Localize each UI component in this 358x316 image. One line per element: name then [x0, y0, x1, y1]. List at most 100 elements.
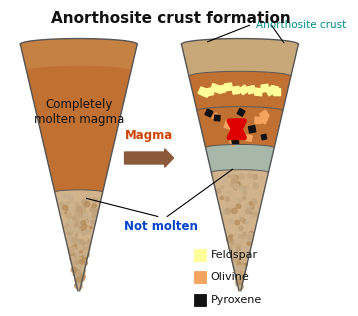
Bar	[194, 294, 206, 306]
Circle shape	[76, 213, 81, 219]
Circle shape	[235, 182, 240, 186]
Circle shape	[68, 228, 72, 231]
Circle shape	[76, 281, 81, 286]
Circle shape	[239, 275, 243, 280]
Circle shape	[228, 175, 231, 178]
Circle shape	[238, 184, 241, 186]
Bar	[229, 138, 237, 146]
Circle shape	[80, 274, 84, 278]
Circle shape	[81, 213, 86, 218]
Circle shape	[93, 198, 97, 202]
Circle shape	[69, 251, 74, 256]
Circle shape	[73, 273, 76, 276]
Circle shape	[80, 216, 86, 222]
Circle shape	[61, 207, 66, 212]
Circle shape	[81, 259, 84, 263]
Circle shape	[68, 228, 72, 233]
Circle shape	[245, 249, 249, 253]
Circle shape	[253, 174, 258, 179]
Circle shape	[239, 187, 244, 191]
Bar	[259, 114, 268, 124]
Circle shape	[76, 281, 78, 284]
Circle shape	[236, 204, 241, 209]
Circle shape	[85, 230, 88, 233]
Text: Pyroxene: Pyroxene	[211, 295, 262, 305]
Circle shape	[84, 201, 90, 207]
Circle shape	[242, 197, 246, 200]
Circle shape	[82, 224, 87, 229]
Circle shape	[232, 258, 238, 263]
Polygon shape	[182, 39, 298, 76]
Circle shape	[235, 220, 238, 223]
Circle shape	[79, 260, 84, 264]
FancyArrow shape	[125, 149, 174, 167]
Circle shape	[236, 270, 240, 274]
Circle shape	[232, 258, 234, 261]
Circle shape	[245, 204, 250, 209]
Circle shape	[82, 225, 84, 228]
Circle shape	[254, 184, 259, 189]
Circle shape	[75, 264, 79, 268]
Circle shape	[73, 268, 77, 272]
Circle shape	[75, 261, 79, 264]
Circle shape	[236, 268, 239, 270]
Circle shape	[236, 259, 239, 262]
Circle shape	[239, 240, 244, 245]
Circle shape	[84, 220, 87, 223]
Circle shape	[77, 277, 82, 282]
Bar	[237, 108, 245, 116]
Circle shape	[252, 199, 256, 202]
Circle shape	[80, 251, 82, 253]
Circle shape	[248, 209, 253, 215]
Circle shape	[84, 238, 90, 244]
Circle shape	[83, 249, 86, 252]
Circle shape	[245, 247, 248, 250]
Bar	[211, 83, 219, 93]
Circle shape	[253, 183, 256, 185]
Text: Not molten: Not molten	[124, 220, 198, 233]
Circle shape	[237, 261, 242, 266]
Circle shape	[74, 277, 80, 283]
Circle shape	[248, 204, 252, 208]
Circle shape	[236, 247, 240, 251]
Circle shape	[250, 217, 252, 219]
Circle shape	[74, 255, 79, 260]
Bar	[224, 83, 232, 91]
Circle shape	[240, 217, 243, 221]
Circle shape	[87, 243, 91, 246]
Circle shape	[68, 237, 72, 240]
Circle shape	[243, 220, 246, 223]
Polygon shape	[20, 39, 137, 71]
Circle shape	[233, 186, 237, 190]
Circle shape	[72, 261, 76, 265]
Circle shape	[79, 258, 82, 260]
Circle shape	[226, 197, 230, 202]
Circle shape	[221, 185, 224, 189]
Circle shape	[239, 248, 242, 251]
Bar	[266, 86, 275, 96]
Circle shape	[242, 269, 246, 272]
Circle shape	[229, 218, 234, 223]
Circle shape	[77, 264, 81, 268]
Text: Olivine: Olivine	[211, 272, 249, 283]
Circle shape	[225, 208, 231, 214]
Circle shape	[238, 253, 243, 258]
Circle shape	[72, 244, 75, 247]
Circle shape	[72, 242, 76, 246]
Circle shape	[235, 220, 240, 225]
Circle shape	[249, 231, 254, 236]
Circle shape	[79, 281, 82, 284]
Circle shape	[240, 267, 245, 272]
Circle shape	[84, 257, 87, 260]
Circle shape	[238, 235, 242, 238]
Circle shape	[244, 263, 247, 266]
Circle shape	[76, 280, 80, 284]
Bar	[232, 86, 240, 94]
Circle shape	[239, 258, 243, 263]
Circle shape	[236, 182, 240, 187]
Bar	[194, 249, 206, 261]
Circle shape	[79, 228, 83, 232]
Bar	[261, 134, 267, 140]
Text: Feldspar: Feldspar	[211, 250, 258, 260]
Circle shape	[74, 243, 79, 247]
